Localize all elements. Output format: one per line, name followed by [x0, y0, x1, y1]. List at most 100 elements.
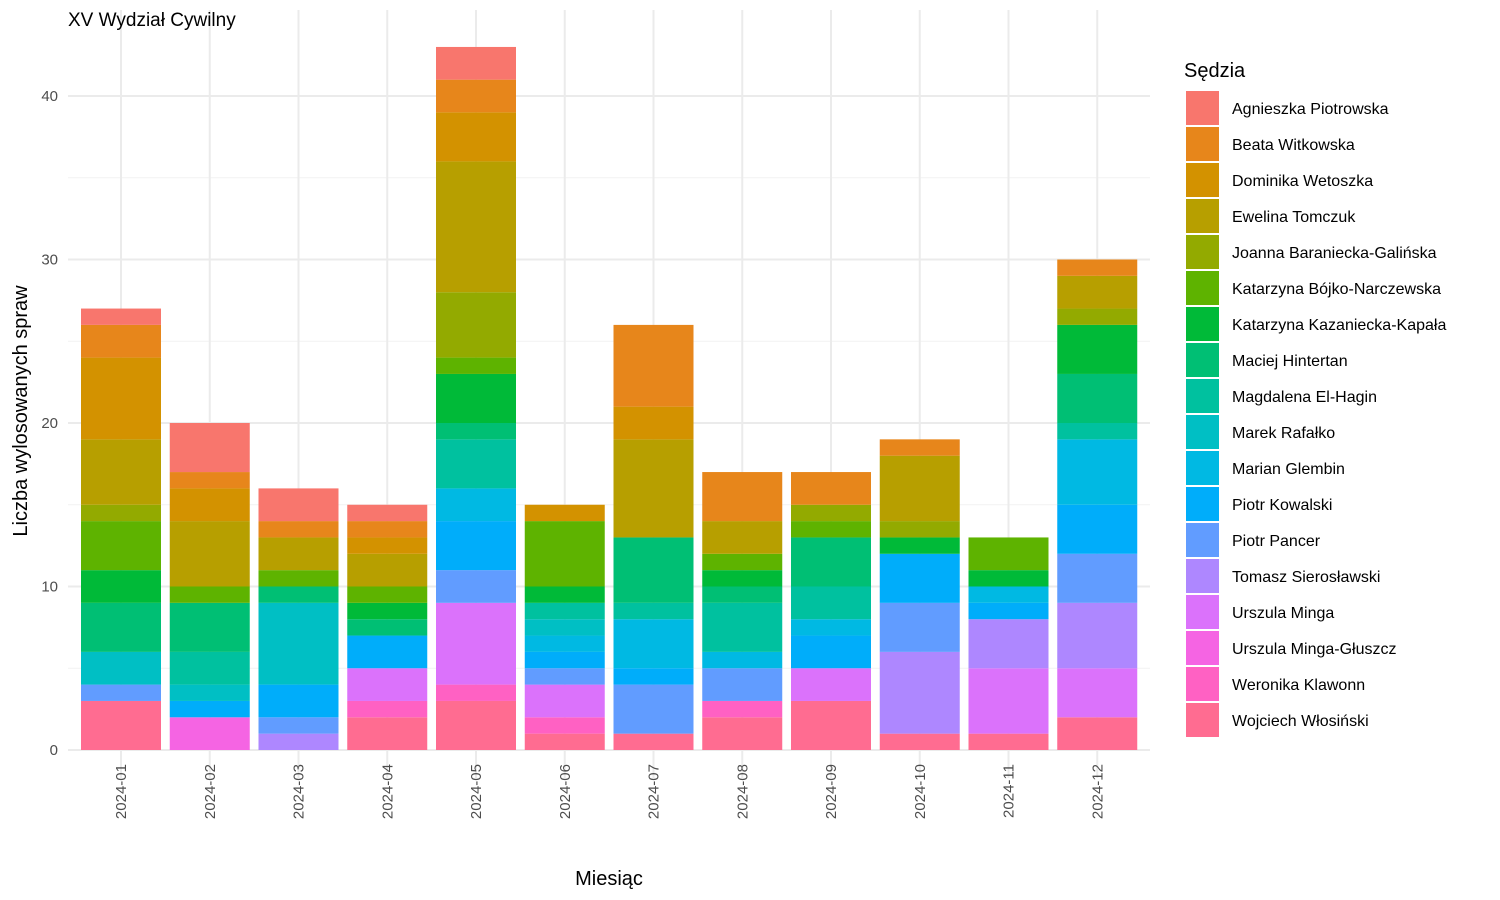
bar-segment [347, 537, 428, 554]
bar-segment [1057, 717, 1138, 750]
bar-segment [968, 602, 1049, 620]
bar-segment [436, 357, 516, 374]
bar-segment [81, 602, 161, 652]
bar-segment [169, 684, 250, 701]
bar-segment [879, 602, 960, 652]
x-tick-label: 2024-01 [113, 764, 130, 819]
bar-segment [258, 521, 339, 538]
bar-segment [1057, 324, 1138, 374]
bar-segment [524, 668, 605, 685]
legend-label: Dominika Wetoszka [1232, 173, 1373, 190]
legend-label: Agnieszka Piotrowska [1232, 101, 1389, 118]
bar-segment [81, 684, 161, 701]
bar-segment [524, 733, 605, 750]
bar-segment [436, 79, 516, 113]
legend-label: Wojciech Włosiński [1232, 713, 1369, 730]
legend-swatch [1186, 559, 1219, 593]
bar-segment [702, 651, 783, 669]
x-axis-title: Miesiąc [575, 868, 643, 890]
bar-segment [1057, 439, 1138, 505]
bar-segment [879, 455, 960, 522]
bar-segment [879, 733, 960, 750]
bar-segment [347, 602, 428, 620]
bar-segment [1057, 275, 1138, 309]
bar-segment [613, 439, 694, 538]
bar-segment [169, 586, 250, 603]
legend-label: Ewelina Tomczuk [1232, 209, 1356, 226]
bar-segment [347, 586, 428, 603]
bar-segment [436, 292, 516, 358]
bar-segment [436, 46, 516, 80]
bar-segment [169, 521, 250, 587]
bar-segment [347, 635, 428, 669]
bar-segment [524, 619, 605, 636]
y-axis-ticks: 0 10 20 30 40 [41, 88, 58, 759]
bar-segment [791, 472, 871, 505]
bar-segment [613, 668, 694, 685]
bar-segment [791, 504, 871, 522]
bar-segment [258, 733, 339, 750]
bar-segment [791, 700, 871, 750]
legend: Sędzia Agnieszka Piotrowska Beata Witkows… [1184, 60, 1446, 737]
bar-segment [879, 553, 960, 603]
legend-swatch [1186, 343, 1219, 377]
bar-segment [436, 161, 516, 293]
bar-segment [702, 700, 783, 718]
legend-swatch [1186, 595, 1219, 629]
bar-segment [436, 700, 516, 750]
bar-segment [524, 602, 605, 620]
bar-segment [169, 700, 250, 718]
bar-segment [1057, 504, 1138, 554]
legend-label: Tomasz Sierosławski [1232, 569, 1380, 586]
legend-title: Sędzia [1184, 60, 1246, 82]
legend-label: Piotr Pancer [1232, 533, 1321, 550]
bar-segment [169, 472, 250, 489]
x-axis-ticks: 2024-01 2024-02 2024-03 2024-04 2024-05 2024-… [113, 764, 1106, 819]
bar-segment [524, 717, 605, 734]
y-axis-title: Liczba wylosowanych spraw [10, 285, 32, 537]
legend-label: Beata Witkowska [1232, 137, 1355, 154]
bar-segment [81, 504, 161, 522]
bar-segment [436, 521, 516, 571]
legend-swatch [1186, 415, 1219, 449]
bar-segment [169, 717, 250, 750]
bar-segment [524, 684, 605, 718]
legend-swatch [1186, 127, 1219, 161]
bar-segment [81, 651, 161, 685]
legend-label: Magdalena El-Hagin [1232, 389, 1377, 406]
bar-segment [169, 602, 250, 652]
bar-segment [879, 439, 960, 456]
y-tick-label: 20 [41, 415, 58, 432]
bar-segment [524, 521, 605, 587]
legend-swatch [1186, 487, 1219, 521]
x-tick-label: 2024-08 [734, 764, 751, 819]
legend-label: Joanna Baraniecka-Galińska [1232, 245, 1437, 262]
bar-segment [791, 537, 871, 587]
bar-segment [81, 439, 161, 505]
bar-segment [1057, 423, 1138, 440]
legend-swatch [1186, 667, 1219, 701]
bar-segment [968, 537, 1049, 571]
bar-segment [258, 684, 339, 718]
bar-segment [791, 521, 871, 538]
legend-label: Katarzyna Bójko-Narczewska [1232, 281, 1441, 298]
bar-segment [791, 635, 871, 669]
legend-label: Weronika Klawonn [1232, 677, 1365, 694]
bar-segment [702, 602, 783, 652]
bar-segment [169, 651, 250, 685]
bar-segment [436, 423, 516, 440]
bar-segment [791, 586, 871, 620]
legend-swatch [1186, 307, 1219, 341]
bar-segment [81, 700, 161, 750]
bar-segment [436, 570, 516, 603]
bar-segment [702, 472, 783, 522]
legend-swatch [1186, 271, 1219, 305]
bar-segment [702, 521, 783, 554]
bar-segment [436, 373, 516, 423]
legend-swatch [1186, 631, 1219, 665]
x-tick-label: 2024-12 [1089, 764, 1106, 819]
bar-segment [81, 324, 161, 358]
bar-segment [347, 521, 428, 538]
bar-segment [436, 439, 516, 489]
